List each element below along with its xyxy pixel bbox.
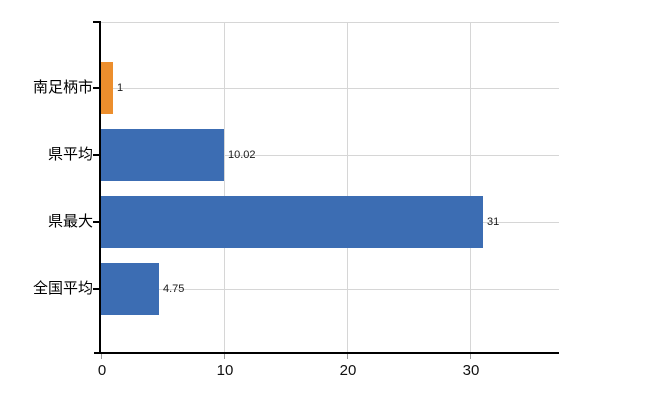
y-axis-tick <box>93 21 99 23</box>
x-axis-line <box>94 352 559 354</box>
category-label-県最大: 県最大 <box>47 213 93 230</box>
x-tick-label-30: 30 <box>462 362 480 379</box>
x-axis-tick <box>224 354 225 359</box>
y-axis-tick <box>93 154 99 156</box>
horizontal-gridline <box>101 289 559 290</box>
horizontal-gridline <box>101 88 559 89</box>
bar-県平均 <box>101 129 224 181</box>
vertical-gridline-20 <box>347 22 348 352</box>
x-tick-label-0: 0 <box>97 362 107 379</box>
value-label: 4.75 <box>163 283 185 295</box>
y-axis-tick <box>93 221 99 223</box>
x-axis-tick <box>347 354 348 359</box>
x-tick-label-10: 10 <box>216 362 234 379</box>
plot-top-border-line <box>101 22 559 23</box>
value-label: 1 <box>117 82 124 94</box>
category-label-県平均: 県平均 <box>47 146 93 163</box>
y-axis-line <box>99 21 101 354</box>
x-axis-tick <box>470 354 471 359</box>
vertical-gridline-30 <box>470 22 471 352</box>
category-label-南足柄市: 南足柄市 <box>32 79 93 96</box>
horizontal-gridline <box>101 155 559 156</box>
y-axis-tick <box>93 87 99 89</box>
value-label: 10.02 <box>228 149 256 161</box>
category-label-全国平均: 全国平均 <box>32 280 93 297</box>
x-axis-tick <box>101 354 102 359</box>
bar-全国平均 <box>101 263 159 315</box>
bar-南足柄市 <box>101 62 113 114</box>
value-label: 31 <box>487 216 500 228</box>
bar-県最大 <box>101 196 483 248</box>
vertical-gridline-10 <box>224 22 225 352</box>
x-tick-label-20: 20 <box>339 362 357 379</box>
y-axis-tick <box>93 288 99 290</box>
